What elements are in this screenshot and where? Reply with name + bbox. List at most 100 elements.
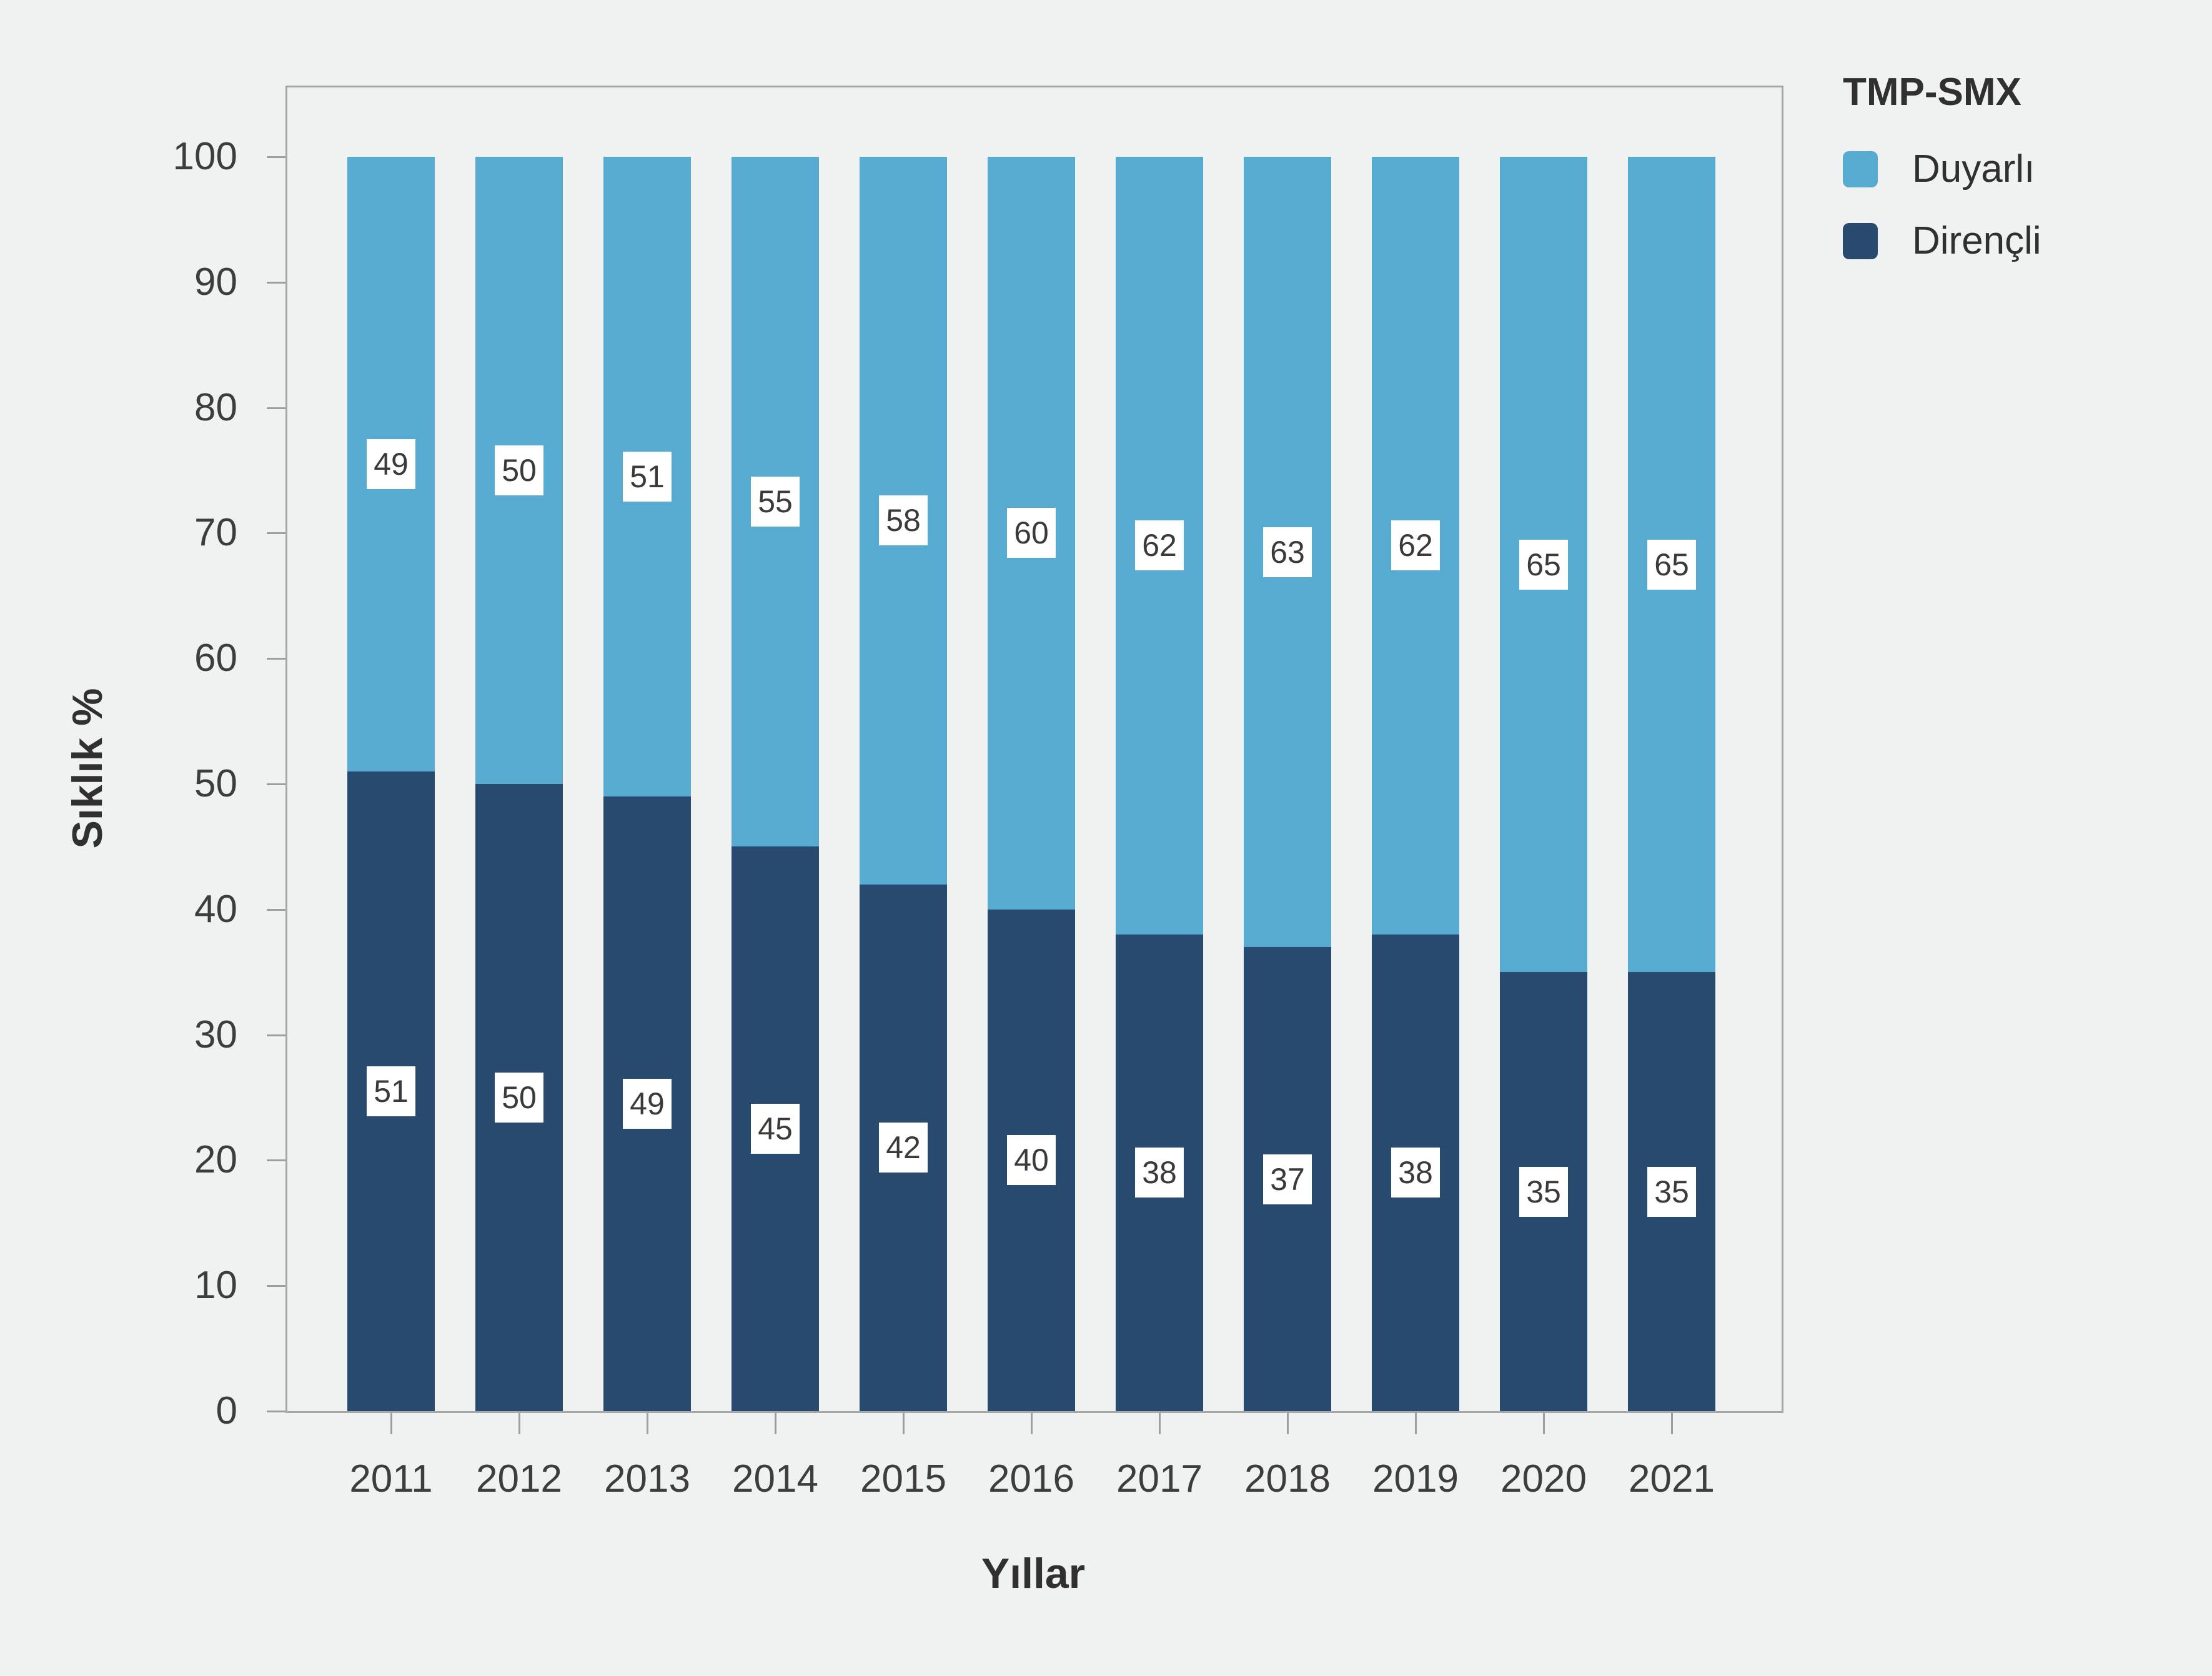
- y-tick-10: [267, 1285, 285, 1287]
- y-tick-20: [267, 1159, 285, 1162]
- legend-item-dirençli: Dirençli: [1843, 219, 2041, 263]
- bar-2016: 60 40: [988, 157, 1075, 1411]
- bar-2018: 63 37: [1244, 157, 1331, 1411]
- duyarli-segment-2019: 62: [1372, 157, 1459, 935]
- y-tick-label-50: 50: [194, 762, 237, 805]
- duyarli-segment-2011: 49: [347, 157, 435, 771]
- x-tick-2018: [1287, 1413, 1289, 1434]
- direncli-value-label-2011: 51: [367, 1066, 415, 1116]
- bar-2011: 49 51: [347, 157, 435, 1411]
- duyarli-value-label-2016: 60: [1007, 508, 1056, 558]
- x-tick-2016: [1031, 1413, 1033, 1434]
- y-tick-100: [267, 156, 285, 158]
- x-tick-label-2011: 2011: [349, 1457, 433, 1500]
- duyarli-segment-2015: 58: [860, 157, 947, 885]
- x-tick-2011: [390, 1413, 392, 1434]
- bar-2021: 65 35: [1628, 157, 1715, 1411]
- duyarli-segment-2018: 63: [1244, 157, 1331, 948]
- duyarli-value-label-2021: 65: [1647, 539, 1696, 590]
- legend-swatch-direncli: [1843, 222, 1878, 259]
- duyarli-value-label-2019: 62: [1391, 520, 1440, 571]
- x-tick-2015: [903, 1413, 905, 1434]
- duyarli-segment-2014: 55: [732, 157, 819, 847]
- direncli-segment-2015: 42: [860, 884, 947, 1411]
- duyarli-value-label-2013: 51: [623, 452, 672, 502]
- duyarli-value-label-2018: 63: [1263, 527, 1312, 577]
- y-tick-label-60: 60: [194, 637, 237, 680]
- direncli-value-label-2012: 50: [495, 1073, 543, 1123]
- x-tick-2020: [1543, 1413, 1545, 1434]
- y-tick-30: [267, 1034, 285, 1036]
- bar-2012: 50 50: [475, 157, 563, 1411]
- direncli-value-label-2021: 35: [1647, 1166, 1696, 1217]
- direncli-value-label-2017: 38: [1135, 1148, 1184, 1198]
- direncli-segment-2020: 35: [1500, 972, 1587, 1411]
- direncli-segment-2017: 38: [1116, 934, 1203, 1411]
- direncli-value-label-2020: 35: [1519, 1166, 1568, 1217]
- x-tick-label-2015: 2015: [860, 1457, 946, 1500]
- y-tick-label-30: 30: [194, 1013, 237, 1056]
- direncli-value-label-2019: 38: [1391, 1148, 1440, 1198]
- y-tick-label-20: 20: [194, 1138, 237, 1182]
- direncli-segment-2011: 51: [347, 771, 435, 1411]
- duyarli-value-label-2017: 62: [1135, 520, 1184, 571]
- direncli-value-label-2014: 45: [751, 1104, 800, 1154]
- x-tick-label-2012: 2012: [476, 1457, 562, 1500]
- y-tick-label-70: 70: [194, 511, 237, 555]
- y-tick-label-100: 100: [172, 135, 237, 178]
- bar-2017: 62 38: [1116, 157, 1203, 1411]
- x-tick-label-2017: 2017: [1116, 1457, 1203, 1500]
- legend-swatch-duyarli: [1843, 151, 1878, 187]
- direncli-segment-2014: 45: [732, 846, 819, 1411]
- bar-2013: 51 49: [603, 157, 691, 1411]
- y-tick-90: [267, 281, 285, 284]
- legend-label-direncli: Dirençli: [1912, 219, 2041, 262]
- y-tick-label-80: 80: [194, 385, 237, 429]
- direncli-segment-2013: 49: [603, 796, 691, 1411]
- duyarli-segment-2021: 65: [1628, 157, 1715, 973]
- direncli-segment-2016: 40: [988, 909, 1075, 1411]
- x-tick-2012: [518, 1413, 520, 1434]
- duyarli-segment-2020: 65: [1500, 157, 1587, 973]
- duyarli-segment-2017: 62: [1116, 157, 1203, 935]
- y-tick-40: [267, 908, 285, 911]
- legend-label-duyarli: Duyarlı: [1912, 147, 2035, 191]
- duyarli-segment-2013: 51: [603, 157, 691, 797]
- duyarli-value-label-2014: 55: [751, 477, 800, 527]
- bar-2019: 62 38: [1372, 157, 1459, 1411]
- y-tick-label-40: 40: [194, 887, 237, 931]
- bar-2015: 58 42: [860, 157, 947, 1411]
- duyarli-value-label-2015: 58: [879, 495, 928, 546]
- legend-title: TMP-SMX: [1843, 71, 2021, 114]
- x-tick-2014: [775, 1413, 776, 1434]
- direncli-segment-2012: 50: [475, 784, 563, 1411]
- x-tick-label-2020: 2020: [1500, 1457, 1587, 1500]
- x-tick-label-2016: 2016: [988, 1457, 1074, 1500]
- y-tick-label-10: 10: [194, 1264, 237, 1307]
- y-tick-80: [267, 407, 285, 409]
- duyarli-value-label-2020: 65: [1519, 539, 1568, 590]
- direncli-segment-2019: 38: [1372, 934, 1459, 1411]
- direncli-value-label-2013: 49: [623, 1079, 672, 1129]
- plot-area: 49 51 50 50 51 49 55 45 58 42 60 40 62 38 63 37 62 38 65 35…: [285, 86, 1783, 1413]
- duyarli-value-label-2011: 49: [367, 439, 415, 489]
- duyarli-segment-2016: 60: [988, 157, 1075, 910]
- bar-2014: 55 45: [732, 157, 819, 1411]
- direncli-value-label-2015: 42: [879, 1123, 928, 1173]
- x-tick-label-2019: 2019: [1372, 1457, 1459, 1500]
- x-tick-2021: [1671, 1413, 1673, 1434]
- y-tick-50: [267, 783, 285, 785]
- y-tick-label-0: 0: [216, 1389, 237, 1432]
- y-tick-60: [267, 658, 285, 660]
- x-tick-label-2018: 2018: [1244, 1457, 1331, 1500]
- bar-2020: 65 35: [1500, 157, 1587, 1411]
- x-tick-label-2021: 2021: [1629, 1457, 1715, 1500]
- direncli-value-label-2016: 40: [1007, 1135, 1056, 1186]
- y-tick-0: [267, 1411, 285, 1412]
- x-tick-2013: [647, 1413, 648, 1434]
- legend: TMP-SMX Duyarlı Dirençli: [1843, 70, 2041, 290]
- x-axis-title: Yıllar: [981, 1550, 1086, 1597]
- direncli-value-label-2018: 37: [1263, 1154, 1312, 1204]
- direncli-segment-2018: 37: [1244, 947, 1331, 1411]
